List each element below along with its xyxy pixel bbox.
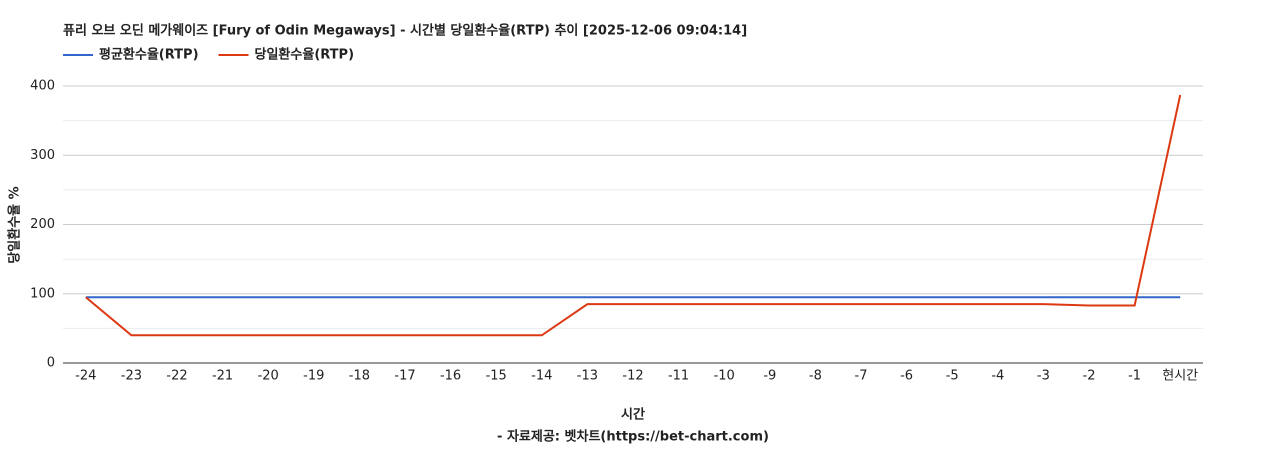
x-tick-label: -4	[991, 369, 1004, 384]
x-tick-label: -7	[855, 369, 868, 384]
x-tick-label: -18	[349, 369, 370, 384]
y-tick-label: 100	[30, 286, 55, 301]
x-tick-label: -1	[1128, 369, 1141, 384]
legend-label: 평균환수율(RTP)	[99, 47, 199, 63]
y-tick-label: 200	[30, 217, 55, 232]
chart-title: 퓨리 오브 오딘 메가웨이즈 [Fury of Odin Megaways] -…	[63, 23, 747, 39]
x-tick-label: 현시간	[1162, 369, 1198, 384]
x-tick-label: -21	[212, 369, 233, 384]
x-tick-label: -13	[577, 369, 598, 384]
x-tick-label: -23	[121, 369, 142, 384]
series-line	[85, 94, 1182, 337]
x-tick-label: -5	[946, 369, 959, 384]
x-tick-label: -10	[714, 369, 735, 384]
y-tick-label: 0	[47, 356, 55, 371]
x-tick-label: -2	[1083, 369, 1096, 384]
legend-label: 당일환수율(RTP)	[255, 47, 355, 63]
x-tick-label: -12	[622, 369, 643, 384]
x-tick-label: -9	[763, 369, 776, 384]
x-tick-label: -19	[303, 369, 324, 384]
x-tick-label: -3	[1037, 369, 1050, 384]
x-axis-title: 시간	[621, 407, 645, 423]
x-tick-label: -16	[440, 369, 461, 384]
x-tick-label: -15	[486, 369, 507, 384]
x-tick-label: -22	[166, 369, 187, 384]
x-tick-label: -14	[531, 369, 552, 384]
y-axis-title: 당일환수율 %	[7, 186, 23, 263]
x-tick-label: -11	[668, 369, 689, 384]
y-tick-label: 400	[30, 79, 55, 94]
x-tick-label: -8	[809, 369, 822, 384]
x-tick-label: -6	[900, 369, 913, 384]
x-tick-label: -20	[258, 369, 279, 384]
y-tick-label: 300	[30, 148, 55, 163]
source-note: - 자료제공: 벳차트(https://bet-chart.com)	[497, 429, 769, 445]
x-tick-label: -24	[75, 369, 96, 384]
x-tick-label: -17	[394, 369, 415, 384]
